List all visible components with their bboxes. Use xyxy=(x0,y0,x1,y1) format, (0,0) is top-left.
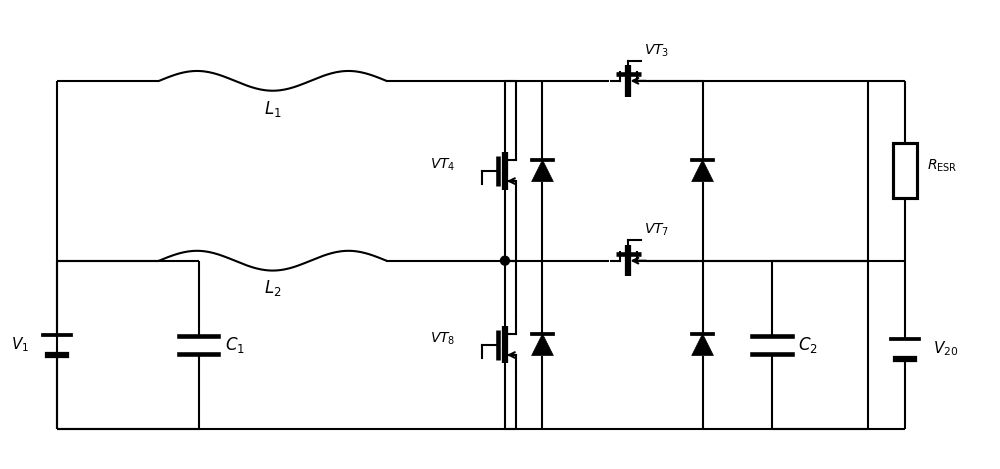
Text: $VT_4$: $VT_4$ xyxy=(430,157,456,174)
Text: $VT_8$: $VT_8$ xyxy=(430,331,456,347)
Polygon shape xyxy=(692,160,713,182)
Text: $L_1$: $L_1$ xyxy=(264,98,282,119)
Polygon shape xyxy=(532,160,553,182)
Text: $C_2$: $C_2$ xyxy=(798,335,818,355)
Bar xyxy=(893,143,917,198)
Text: $L_2$: $L_2$ xyxy=(264,279,281,298)
Text: $VT_7$: $VT_7$ xyxy=(644,222,670,238)
Text: $R_{\rm ESR}$: $R_{\rm ESR}$ xyxy=(927,158,957,174)
Text: $C_1$: $C_1$ xyxy=(225,335,245,355)
Text: $V_{20}$: $V_{20}$ xyxy=(933,339,958,358)
Text: $V_1$: $V_1$ xyxy=(11,335,30,354)
Circle shape xyxy=(500,256,509,265)
Polygon shape xyxy=(692,334,713,356)
Text: $VT_3$: $VT_3$ xyxy=(644,42,670,59)
Polygon shape xyxy=(532,334,553,356)
